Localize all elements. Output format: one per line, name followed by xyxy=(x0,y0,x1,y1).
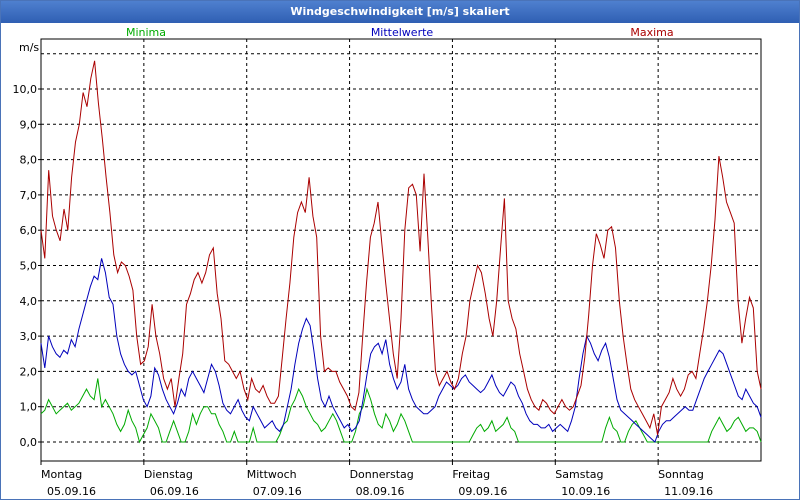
legend-minima: Minima xyxy=(126,26,166,39)
series-lines xyxy=(40,60,762,444)
y-tick-label: 1,0 xyxy=(20,401,38,414)
x-tick-date: 10.09.16 xyxy=(561,485,610,498)
x-tick-day: Freitag xyxy=(452,468,490,481)
y-tick-label: 5,0 xyxy=(20,260,38,273)
x-tick-date: 08.09.16 xyxy=(356,485,405,498)
x-tick-date: 06.09.16 xyxy=(150,485,199,498)
y-tick-label: 4,0 xyxy=(20,295,38,308)
x-axis-ticks: Montag 05.09.16 Dienstag 06.09.16 Mittwoch 07… xyxy=(40,461,713,498)
chart-legend: Minima Mittelwerte Maxima xyxy=(126,26,674,39)
x-tick-date: 07.09.16 xyxy=(253,485,302,498)
y-axis-label: m/s xyxy=(19,41,39,54)
y-tick-label: 9,0 xyxy=(20,118,38,131)
y-axis-ticks: m/s 0,0 1,0 2,0 3,0 4,0 5,0 6,0 7,0 8,0 9,0 10,0 xyxy=(13,41,41,449)
x-tick-day: Samstag xyxy=(555,468,603,481)
y-tick-label: 2,0 xyxy=(20,365,38,378)
chart-grid xyxy=(41,39,761,461)
chart-plot: m/s 0,0 1,0 2,0 3,0 4,0 5,0 6,0 7,0 8,0 9,0 10,0 Mo… xyxy=(13,26,762,498)
y-tick-label: 10,0 xyxy=(13,83,38,96)
y-tick-label: 7,0 xyxy=(20,189,38,202)
series-line-maxima xyxy=(40,60,762,435)
x-tick-date: 11.09.16 xyxy=(664,485,713,498)
chart-frame xyxy=(40,38,762,462)
y-tick-label: 6,0 xyxy=(20,224,38,237)
x-tick-day: Donnerstag xyxy=(350,468,414,481)
x-tick-day: Mittwoch xyxy=(247,468,297,481)
x-tick-date: 05.09.16 xyxy=(47,485,96,498)
y-tick-label: 3,0 xyxy=(20,330,38,343)
x-tick-day: Montag xyxy=(41,468,82,481)
legend-mittelwerte: Mittelwerte xyxy=(371,26,434,39)
x-tick-date: 09.09.16 xyxy=(458,485,507,498)
legend-maxima: Maxima xyxy=(630,26,673,39)
window-title: Windgeschwindigkeit [m/s] skaliert xyxy=(1,1,799,23)
y-tick-label: 8,0 xyxy=(20,154,38,167)
series-line-mittelwerte xyxy=(40,258,762,443)
plot-frame xyxy=(40,38,762,462)
x-tick-day: Sonntag xyxy=(658,468,704,481)
y-tick-label: 0,0 xyxy=(20,436,38,449)
series-line-minima xyxy=(40,378,762,444)
x-tick-day: Dienstag xyxy=(144,468,193,481)
